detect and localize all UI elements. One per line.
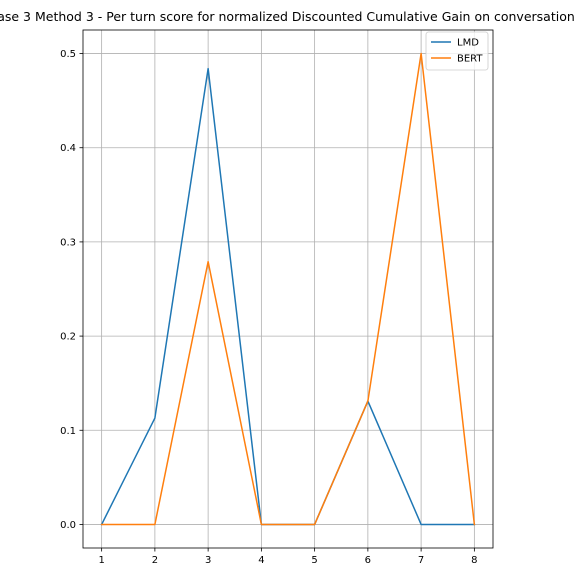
legend-label-bert: BERT [457,54,483,65]
x-tick-label: 5 [311,555,317,566]
series-line-bert [100,52,476,526]
x-tick-label: 2 [152,555,158,566]
series-line-lmd [100,67,476,526]
x-tick-label: 7 [418,555,424,566]
x-tick-label: 8 [471,555,477,566]
y-tick-label: 0.0 [60,520,76,531]
x-tick-label: 1 [98,555,104,566]
y-tick-label: 0.2 [60,332,76,343]
grid [83,30,493,548]
axis-ticks: 1 2 3 4 5 6 7 8 0.0 0.1 0.2 0.3 0.4 0.5 [60,49,477,566]
legend-label-lmd: LMD [457,38,479,49]
y-tick-label: 0.5 [60,49,76,60]
series-lines [100,52,476,526]
y-tick-label: 0.3 [60,237,76,248]
plot-area-frame [82,29,494,549]
y-tick-label: 0.4 [60,143,76,154]
legend: LMD BERT [425,31,489,71]
y-tick-label: 0.1 [60,426,76,437]
chart-title: hase 3 Method 3 - Per turn score for nor… [0,9,576,24]
x-tick-label: 3 [205,555,211,566]
x-tick-label: 6 [365,555,371,566]
x-tick-label: 4 [258,555,264,566]
